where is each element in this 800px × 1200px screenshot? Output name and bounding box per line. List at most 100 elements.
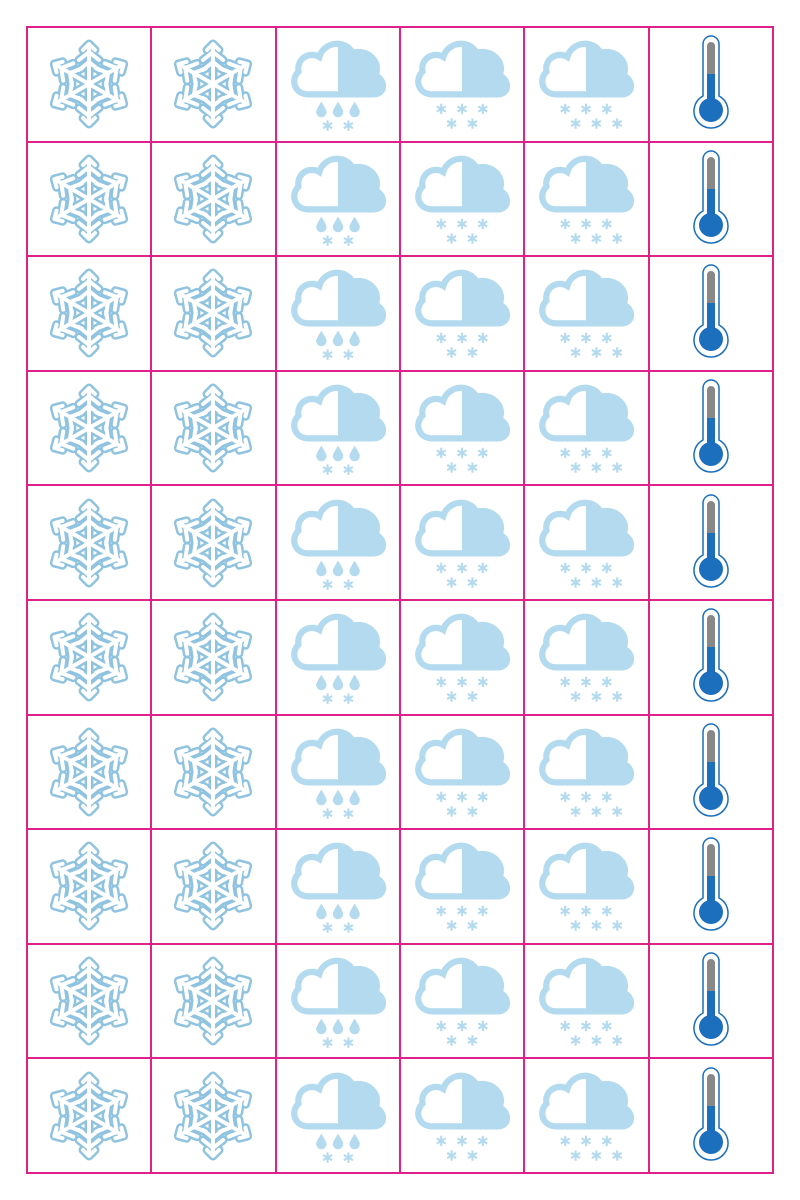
sheet-cell	[276, 371, 401, 487]
cloud-snow-icon	[534, 720, 638, 824]
thermometer-cold-icon	[681, 836, 741, 936]
thermometer-cold-icon	[681, 722, 741, 822]
sheet-cell	[401, 715, 526, 831]
sheet-cell	[276, 28, 401, 143]
cloud-heavy-snow-icon	[410, 261, 514, 365]
sheet-cell	[276, 944, 401, 1060]
sheet-cell	[525, 1059, 650, 1174]
sheet-cell	[152, 830, 277, 945]
cloud-heavy-snow-icon	[410, 32, 514, 136]
sheet-cell	[525, 600, 650, 716]
cloud-sleet-icon	[286, 376, 390, 480]
sheet-cell	[525, 28, 650, 143]
cloud-snow-icon	[534, 1064, 638, 1168]
sheet-cell	[28, 830, 153, 945]
sheet-cell	[152, 257, 277, 372]
sheet-cell	[276, 142, 401, 258]
cloud-heavy-snow-icon	[410, 949, 514, 1053]
sheet-cell	[28, 28, 153, 143]
sheet-cell	[401, 142, 526, 258]
thermometer-cold-icon	[681, 149, 741, 249]
sheet-cell	[152, 28, 277, 143]
sheet-cell	[276, 715, 401, 831]
cloud-snow-icon	[534, 491, 638, 595]
cloud-sleet-icon	[286, 491, 390, 595]
sheet-cell	[276, 830, 401, 945]
cloud-snow-icon	[534, 147, 638, 251]
snowflake-icon	[163, 149, 263, 249]
sheet-cell	[276, 257, 401, 372]
snowflake-icon	[39, 149, 139, 249]
cloud-heavy-snow-icon	[410, 605, 514, 709]
sheet-cell	[525, 715, 650, 831]
sheet-cell	[152, 1059, 277, 1174]
sheet-cell	[152, 600, 277, 716]
sheet-cell	[28, 600, 153, 716]
cloud-sleet-icon	[286, 834, 390, 938]
sheet-cell	[28, 486, 153, 601]
thermometer-cold-icon	[681, 378, 741, 478]
snowflake-icon	[163, 607, 263, 707]
sheet-cell	[152, 142, 277, 258]
snowflake-icon	[163, 378, 263, 478]
snowflake-icon	[163, 836, 263, 936]
sheet-cell	[649, 830, 774, 945]
cloud-heavy-snow-icon	[410, 147, 514, 251]
cloud-sleet-icon	[286, 261, 390, 365]
sheet-cell	[401, 371, 526, 487]
sheet-cell	[28, 715, 153, 831]
sheet-cell	[401, 486, 526, 601]
icon-sheet-grid	[26, 26, 774, 1174]
sheet-cell	[152, 486, 277, 601]
sheet-cell	[152, 944, 277, 1060]
snowflake-icon	[163, 263, 263, 363]
cloud-sleet-icon	[286, 1064, 390, 1168]
sheet-cell	[649, 944, 774, 1060]
cloud-sleet-icon	[286, 605, 390, 709]
sheet-cell	[152, 715, 277, 831]
sheet-cell	[401, 257, 526, 372]
thermometer-cold-icon	[681, 493, 741, 593]
sheet-cell	[525, 142, 650, 258]
sheet-cell	[28, 257, 153, 372]
snowflake-icon	[39, 836, 139, 936]
cloud-snow-icon	[534, 605, 638, 709]
sheet-cell	[649, 257, 774, 372]
snowflake-icon	[39, 263, 139, 363]
cloud-heavy-snow-icon	[410, 491, 514, 595]
sheet-cell	[525, 371, 650, 487]
snowflake-icon	[163, 1066, 263, 1166]
cloud-sleet-icon	[286, 949, 390, 1053]
sheet-cell	[649, 600, 774, 716]
cloud-snow-icon	[534, 949, 638, 1053]
snowflake-icon	[39, 1066, 139, 1166]
sheet-cell	[401, 600, 526, 716]
sheet-cell	[401, 1059, 526, 1174]
snowflake-icon	[163, 951, 263, 1051]
sheet-cell	[649, 142, 774, 258]
cloud-heavy-snow-icon	[410, 720, 514, 824]
snowflake-icon	[39, 951, 139, 1051]
thermometer-cold-icon	[681, 1066, 741, 1166]
thermometer-cold-icon	[681, 951, 741, 1051]
sheet-cell	[525, 257, 650, 372]
thermometer-cold-icon	[681, 263, 741, 363]
snowflake-icon	[39, 493, 139, 593]
cloud-snow-icon	[534, 834, 638, 938]
thermometer-cold-icon	[681, 607, 741, 707]
snowflake-icon	[163, 722, 263, 822]
snowflake-icon	[163, 34, 263, 134]
sheet-cell	[152, 371, 277, 487]
cloud-snow-icon	[534, 32, 638, 136]
sheet-cell	[649, 1059, 774, 1174]
cloud-heavy-snow-icon	[410, 376, 514, 480]
cloud-sleet-icon	[286, 32, 390, 136]
sheet-cell	[276, 600, 401, 716]
sheet-cell	[525, 830, 650, 945]
sheet-cell	[649, 371, 774, 487]
sheet-cell	[28, 944, 153, 1060]
snowflake-icon	[39, 607, 139, 707]
sheet-cell	[401, 830, 526, 945]
sheet-cell	[649, 715, 774, 831]
sheet-cell	[525, 486, 650, 601]
